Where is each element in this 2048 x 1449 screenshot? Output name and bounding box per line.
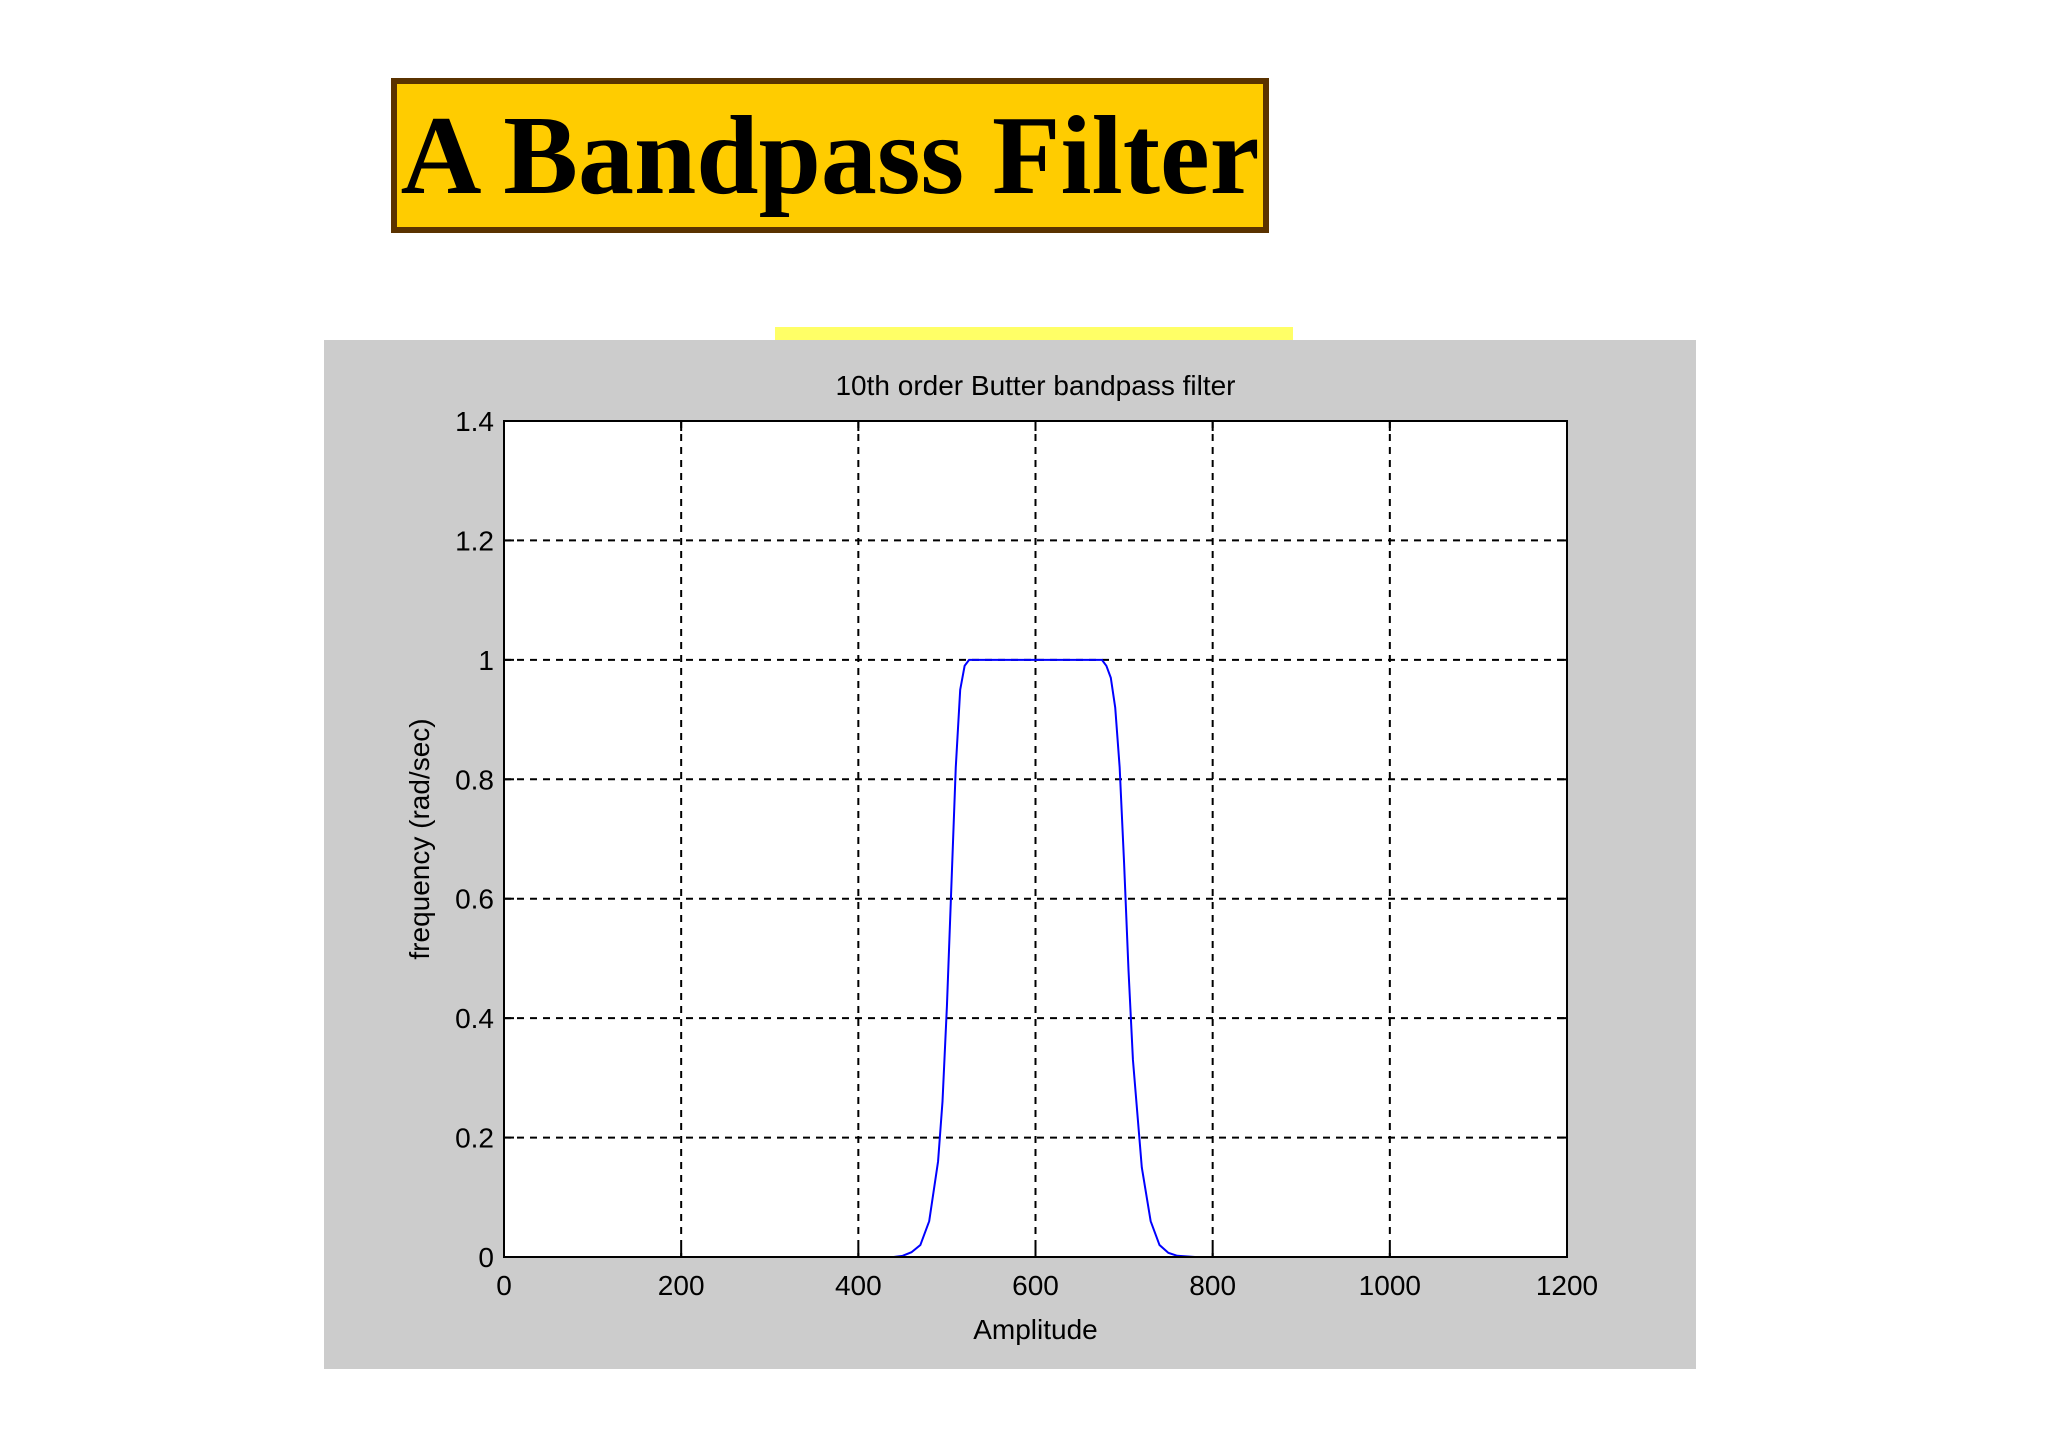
- chart-title: 10th order Butter bandpass filter: [835, 370, 1235, 401]
- y-axis-label: frequency (rad/sec): [404, 718, 435, 959]
- chart-figure: 0 200 400 600 800 1000 1200 0 0.2 0.4 0.6 0.8 1 1.2 1.…: [324, 340, 1696, 1369]
- x-tick-label: 1000: [1359, 1270, 1421, 1301]
- x-axis-label: Amplitude: [973, 1314, 1098, 1345]
- x-tick-label: 800: [1189, 1270, 1236, 1301]
- tick-labels: 0 200 400 600 800 1000 1200 0 0.2 0.4 0.6 0.8 1 1.2 1.…: [455, 406, 1598, 1301]
- slide-title-box: A Bandpass Filter: [391, 78, 1269, 233]
- y-tick-label: 0: [478, 1242, 494, 1273]
- tick-marks: [503, 420, 1568, 1258]
- bandpass-chart: 0 200 400 600 800 1000 1200 0 0.2 0.4 0.6 0.8 1 1.2 1.…: [404, 370, 1598, 1345]
- x-tick-label: 200: [658, 1270, 705, 1301]
- y-tick-label: 0.2: [455, 1123, 494, 1154]
- y-tick-label: 0.4: [455, 1003, 494, 1034]
- x-tick-label: 0: [496, 1270, 512, 1301]
- highlight-strip: [775, 327, 1293, 340]
- y-tick-label: 0.6: [455, 884, 494, 915]
- y-tick-label: 0.8: [455, 764, 494, 795]
- series-line: [543, 658, 1567, 1258]
- x-tick-label: 400: [835, 1270, 882, 1301]
- y-tick-label: 1.4: [455, 406, 494, 437]
- slide-title: A Bandpass Filter: [400, 93, 1260, 218]
- x-tick-label: 1200: [1536, 1270, 1598, 1301]
- y-tick-label: 1: [478, 645, 494, 676]
- x-tick-label: 600: [1012, 1270, 1059, 1301]
- y-tick-label: 1.2: [455, 525, 494, 556]
- grid-lines: [504, 421, 1567, 1257]
